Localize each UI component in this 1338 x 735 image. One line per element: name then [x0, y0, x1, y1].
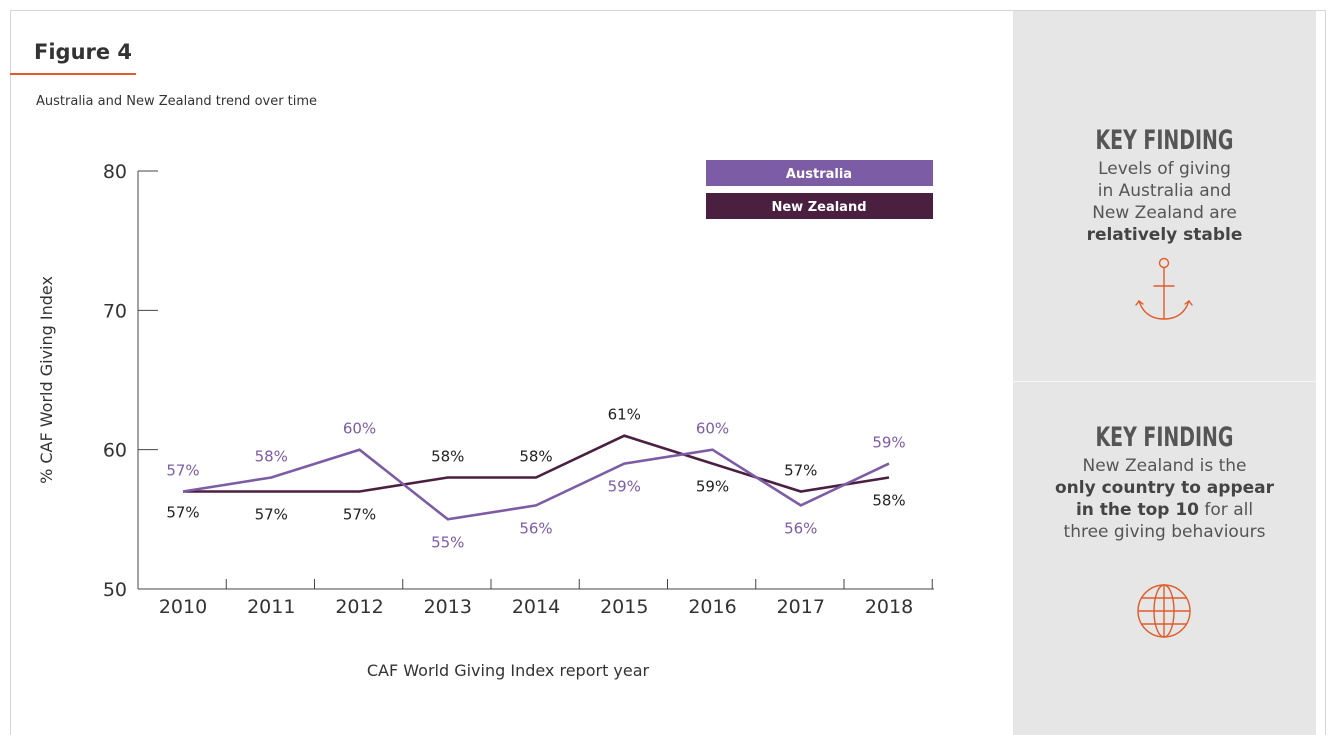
data-label-australia: 55%	[431, 533, 464, 551]
data-label-australia: 59%	[608, 478, 641, 496]
legend-label: Australia	[786, 167, 852, 182]
data-label-new-zealand: 57%	[255, 505, 288, 523]
x-tick-label: 2015	[600, 596, 648, 618]
data-label-australia: 57%	[166, 461, 199, 479]
finding-line: in Australia and	[1097, 181, 1232, 201]
data-label-australia: 56%	[519, 519, 552, 537]
data-label-new-zealand: 61%	[608, 406, 641, 424]
finding-line: New Zealand are	[1092, 203, 1237, 223]
series-line-australia	[182, 448, 890, 521]
x-tick-label: 2016	[688, 596, 736, 618]
key-finding-text: Levels of giving in Australia and New Ze…	[1013, 158, 1316, 246]
key-finding-heading: KEY FINDING	[1095, 125, 1234, 156]
y-axis-label: % CAF World Giving Index	[37, 276, 56, 484]
data-label-australia: 58%	[255, 448, 288, 466]
legend-swatch	[706, 193, 933, 219]
y-tick-label: 70	[103, 300, 127, 322]
key-finding-1: KEY FINDING Levels of giving in Australi…	[1013, 125, 1316, 246]
data-label-new-zealand: 57%	[343, 505, 376, 523]
y-tick-label: 50	[103, 579, 127, 601]
line-chart: 50 60 70 80 2010 2011 2012 2013 2014 2015 2016 2017…	[37, 160, 934, 680]
data-label-new-zealand: 57%	[784, 461, 817, 479]
title-underline	[10, 73, 136, 75]
anchor-icon	[1135, 257, 1193, 320]
data-label-new-zealand: 59%	[696, 478, 729, 496]
finding-line: Levels of giving	[1098, 159, 1231, 179]
legend-swatch	[706, 160, 933, 186]
x-axis-label: CAF World Giving Index report year	[367, 661, 650, 680]
finding-line: three giving behaviours	[1063, 522, 1266, 542]
data-label-australia: 59%	[872, 434, 905, 452]
figure-title: Figure 4	[34, 40, 133, 64]
x-tick-label: 2014	[512, 596, 560, 618]
sidebar-divider	[1013, 381, 1316, 382]
figure-subtitle: Australia and New Zealand trend over tim…	[36, 94, 318, 109]
data-label-australia: 56%	[784, 519, 817, 537]
y-tick-label: 60	[103, 440, 127, 462]
key-finding-text: New Zealand is the only country to appea…	[1013, 455, 1316, 543]
key-finding-heading: KEY FINDING	[1095, 422, 1234, 453]
globe-icon	[1137, 584, 1191, 638]
x-tick-label: 2010	[159, 596, 207, 618]
finding-line: New Zealand is the	[1082, 456, 1247, 476]
data-label-australia: 60%	[343, 420, 376, 438]
x-tick-label: 2017	[777, 596, 825, 618]
series-line-new-zealand	[183, 434, 890, 493]
y-tick-label: 80	[103, 161, 127, 183]
finding-line: for all	[1199, 500, 1254, 520]
legend-label: New Zealand	[771, 200, 866, 215]
x-tick-label: 2011	[247, 596, 295, 618]
data-label-australia: 60%	[696, 420, 729, 438]
finding-emphasis: relatively stable	[1086, 225, 1243, 245]
data-label-new-zealand: 57%	[166, 503, 199, 521]
key-finding-2: KEY FINDING New Zealand is the only coun…	[1013, 422, 1316, 543]
finding-emphasis: in the top 10	[1075, 500, 1200, 520]
data-label-new-zealand: 58%	[519, 448, 552, 466]
key-findings-sidebar: KEY FINDING Levels of giving in Australi…	[1013, 11, 1316, 735]
x-tick-label: 2018	[865, 596, 913, 618]
data-label-new-zealand: 58%	[431, 448, 464, 466]
data-label-new-zealand: 58%	[872, 492, 905, 510]
x-tick-label: 2012	[335, 596, 383, 618]
x-tick-label: 2013	[424, 596, 472, 618]
finding-emphasis: only country to appear	[1055, 478, 1274, 498]
